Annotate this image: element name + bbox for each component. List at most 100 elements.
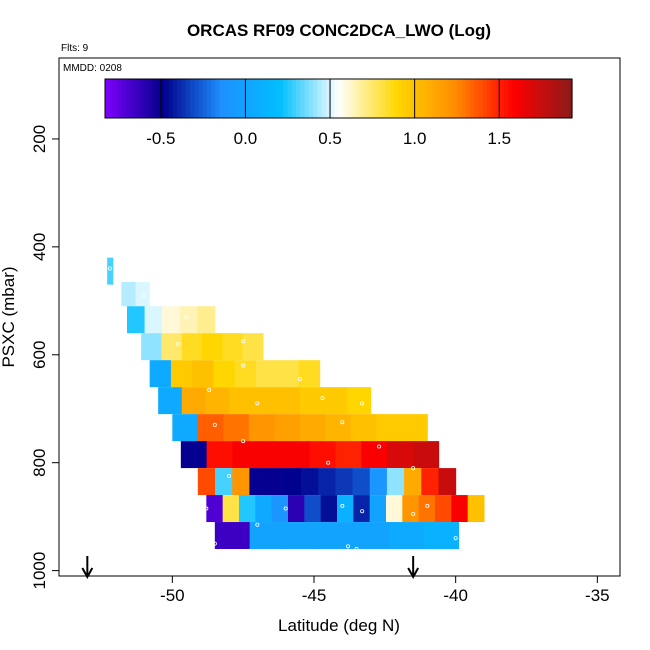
colorbar-segment	[406, 79, 412, 118]
colorbar-segment	[279, 79, 284, 118]
colorbar-segment	[206, 79, 212, 118]
colorbar-segment	[516, 79, 522, 118]
colorbar-segment	[202, 79, 208, 118]
y-axis: 200 400 600 800 1000	[30, 125, 60, 590]
heatmap-cell	[214, 522, 251, 550]
heatmap-cell	[197, 414, 224, 442]
heatmap-cell	[121, 281, 136, 307]
colorbar-segment	[270, 79, 276, 118]
heatmap-cell	[335, 441, 362, 469]
heatmap-cell	[266, 468, 285, 496]
flight-arrows	[81, 556, 420, 580]
heatmap-cell	[181, 387, 206, 415]
heatmap-cell	[149, 360, 172, 388]
observation-point	[345, 544, 350, 549]
colorbar-segment	[185, 79, 191, 118]
colorbar-segment	[393, 79, 399, 118]
colorbar-segment	[419, 79, 425, 118]
heatmap-cell	[283, 441, 311, 469]
observation-point	[204, 506, 209, 511]
flights-label: Flts: 9	[61, 43, 89, 54]
heatmap-cell	[323, 387, 348, 415]
colorbar-segment	[474, 79, 480, 118]
heatmap-cell	[284, 522, 320, 550]
colorbar-segment	[487, 79, 492, 118]
colorbar-segment	[542, 79, 548, 118]
colorbar-segment	[338, 79, 344, 118]
colorbar-segment	[109, 79, 115, 118]
heatmap-cell	[387, 441, 414, 469]
heatmap-cell	[309, 441, 337, 469]
colorbar-segment	[313, 79, 318, 118]
heatmap-cell	[232, 468, 250, 496]
heatmap-cell	[438, 468, 457, 496]
colorbar-segment	[427, 79, 433, 118]
colorbar-segment	[555, 79, 560, 118]
heatmap-cell	[271, 495, 289, 523]
colorbar-segment	[287, 79, 293, 118]
x-tick-label: -45	[302, 586, 327, 605]
colorbar-segment	[211, 79, 216, 118]
colorbar-segment	[414, 79, 420, 118]
colorbar-segment	[342, 79, 348, 118]
colorbar-segment	[219, 79, 225, 118]
observation-point	[255, 401, 260, 406]
observation-point	[453, 536, 458, 541]
observation-point	[141, 293, 146, 298]
colorbar-segment	[444, 79, 450, 118]
heatmap-cell	[206, 441, 233, 469]
y-tick-label: 200	[30, 125, 49, 153]
colorbar-segment	[325, 79, 331, 118]
colorbar-segment	[465, 79, 471, 118]
colorbar-segment	[359, 79, 365, 118]
colorbar-segment	[143, 79, 149, 118]
heatmap-cell	[277, 360, 299, 388]
heatmap-cell	[318, 468, 336, 496]
colorbar-segment	[521, 79, 526, 118]
colorbar-segment	[499, 79, 505, 118]
colorbar-segment	[376, 79, 382, 118]
heatmap-cell	[376, 414, 403, 442]
colorbar-segment	[567, 79, 573, 118]
colorbar-segment	[240, 79, 246, 118]
colorbar-segment	[478, 79, 484, 118]
observation-point	[320, 395, 325, 400]
colorbar-segment	[330, 79, 335, 118]
colorbar-segment	[291, 79, 297, 118]
heatmap-cell	[435, 495, 452, 523]
colorbar-segment	[363, 79, 369, 118]
heatmap-cell	[255, 495, 273, 523]
heatmap-cell	[288, 495, 305, 523]
heatmap-cell	[249, 522, 285, 550]
colorbar-segment	[334, 79, 340, 118]
colorbar-segment	[283, 79, 289, 118]
heatmap-cell	[299, 414, 326, 442]
colorbar-segment	[440, 79, 446, 118]
colorbar-segment	[113, 79, 119, 118]
colorbar-segment	[559, 79, 565, 118]
heatmap-cell	[423, 522, 459, 550]
heatmap-cell	[325, 414, 352, 442]
heatmap-cell	[304, 495, 322, 523]
observation-point	[212, 422, 217, 427]
heatmap-cell	[274, 414, 301, 442]
heatmap-cell	[158, 387, 183, 415]
heatmap-cell	[298, 360, 321, 388]
heatmap-cell	[232, 441, 259, 469]
heatmap-cell	[181, 333, 203, 361]
colorbar-tick-label: -0.5	[146, 129, 175, 148]
colorbar-segment	[194, 79, 199, 118]
colorbar-segment	[453, 79, 458, 118]
heatmap-cell	[223, 414, 250, 442]
heatmap-cell	[229, 387, 254, 415]
colorbar-segment	[215, 79, 221, 118]
observation-point	[108, 266, 113, 271]
heatmap-cell	[299, 387, 324, 415]
colorbar-segment	[423, 79, 429, 118]
observation-point	[175, 341, 180, 346]
colorbar-tick-label: 1.0	[403, 129, 427, 148]
colorbar-segment	[563, 79, 569, 118]
colorbar-segment	[308, 79, 314, 118]
colorbar-segment	[223, 79, 229, 118]
